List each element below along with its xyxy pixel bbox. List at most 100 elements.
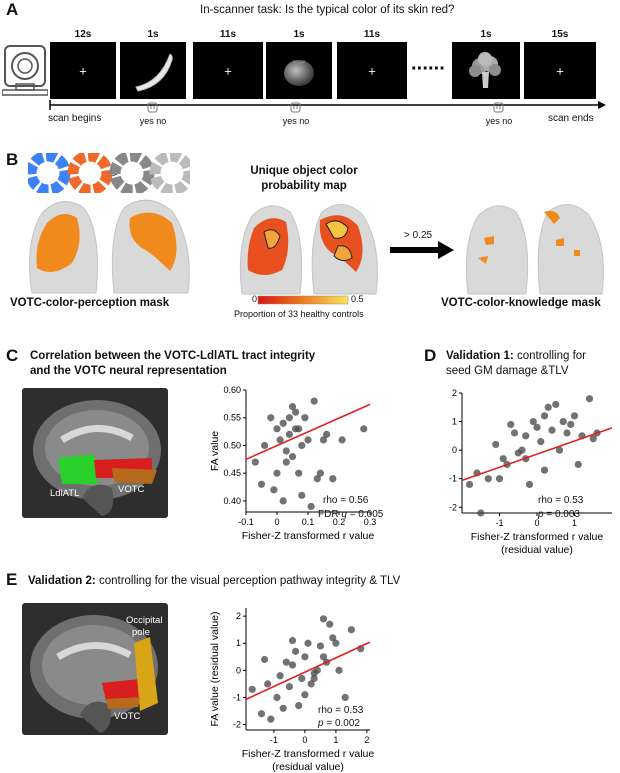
data-point	[307, 680, 315, 688]
fixation-frame-4: +	[524, 42, 596, 99]
panel-e-title-bold: Validation 2:	[28, 575, 96, 587]
data-point	[307, 502, 315, 511]
data-point	[304, 639, 312, 647]
panel-c-title-1: Correlation between the VOTC-LdlATL trac…	[30, 350, 316, 362]
data-point	[270, 486, 278, 494]
data-point	[276, 672, 284, 680]
data-point	[548, 426, 556, 434]
data-point	[522, 432, 530, 440]
duration-2: 1s	[147, 29, 159, 40]
votc-color-perception-brain	[29, 199, 190, 294]
data-point	[288, 403, 297, 411]
data-point	[567, 420, 575, 429]
x-tick-label: -0.1	[238, 517, 254, 527]
fixation-frame-1: +	[50, 42, 116, 99]
data-point	[552, 400, 560, 409]
tract-brain-image-e: Occipital pole VOTC	[22, 603, 168, 735]
y-tick-label: -2	[449, 502, 457, 512]
data-point	[261, 441, 269, 450]
data-point	[264, 680, 272, 688]
data-point	[529, 417, 537, 426]
data-point	[510, 429, 519, 437]
data-point	[559, 417, 567, 426]
data-point	[319, 653, 328, 661]
x-tick-label: 0	[302, 735, 307, 745]
panel-c-letter: C	[6, 346, 19, 365]
y-tick-label: 0.40	[223, 496, 241, 506]
data-point	[288, 661, 297, 669]
data-point	[282, 458, 290, 466]
stat-fdr-c: FDR q = 0.005	[318, 509, 383, 520]
panel-a-title: In-scanner task: Is the typical color of…	[200, 4, 455, 16]
label-votc-e: VOTC	[114, 711, 141, 722]
y-axis-label: FA value	[209, 431, 221, 471]
data-point	[279, 704, 287, 712]
data-point	[261, 655, 269, 664]
colorbar-label: Proportion of 33 healthy controls	[234, 309, 364, 319]
y-tick-label: 2	[236, 611, 241, 621]
data-point	[329, 634, 337, 642]
y-tick-label: 2	[452, 388, 457, 398]
fixation-cross: +	[79, 63, 87, 78]
data-point	[310, 397, 318, 405]
stimulus-frame-broccoli	[452, 42, 520, 99]
probability-map-brain	[239, 204, 378, 295]
regression-line	[245, 403, 371, 461]
data-point	[257, 710, 266, 718]
data-point	[477, 509, 485, 517]
data-point	[484, 475, 492, 483]
y-tick-label: 0	[452, 445, 457, 455]
data-point	[301, 414, 309, 422]
panel-d-title-2: seed GM damage &TLV	[446, 365, 569, 377]
data-point	[288, 636, 297, 645]
regression-line	[461, 427, 613, 482]
data-point	[341, 693, 349, 702]
response-label-1: yes no	[139, 116, 167, 126]
data-point	[279, 419, 287, 427]
data-point	[525, 480, 534, 489]
x-tick-label: 1	[333, 735, 338, 745]
tomato-image	[284, 60, 314, 86]
duration-6: 1s	[480, 29, 492, 40]
x-tick-label: 0	[274, 517, 279, 527]
threshold-label: > 0.25	[404, 230, 433, 241]
x-tick-label: 0.3	[364, 517, 377, 527]
stat-q-letter: q	[341, 509, 347, 520]
data-point	[267, 715, 275, 723]
right-mask-label: VOTC-color-knowledge mask	[441, 297, 601, 309]
data-point	[338, 436, 346, 444]
banana-image	[135, 53, 173, 92]
data-point	[518, 446, 526, 454]
data-point	[285, 414, 293, 422]
panel-d-title-bold: Validation 1:	[446, 350, 514, 362]
data-point	[285, 430, 293, 438]
stat-rho-d: rho = 0.53	[538, 495, 584, 506]
data-point	[301, 653, 309, 661]
panel-c-title-2: and the VOTC neural representation	[30, 365, 227, 377]
data-point	[319, 615, 328, 623]
data-point	[282, 447, 290, 455]
x-tick-label: -1	[495, 518, 503, 528]
y-tick-label: -2	[233, 720, 241, 730]
data-point	[251, 458, 259, 466]
stimulus-frame-tomato	[266, 42, 332, 99]
color-wheels-icon: >	[28, 153, 190, 193]
panel-b-letter: B	[6, 150, 19, 169]
scan-ends-label: scan ends	[548, 113, 594, 124]
stat-p-d: p = 0.003	[538, 509, 580, 520]
data-point	[282, 658, 290, 666]
stimulus-frame-banana	[120, 42, 186, 99]
data-point	[574, 460, 582, 469]
data-point	[332, 639, 340, 647]
stat-p-letter: p	[538, 509, 544, 520]
data-point	[298, 674, 306, 683]
y-axis-label: FA value (residual value)	[436, 396, 437, 511]
data-point	[273, 425, 281, 433]
panel-e-letter: E	[6, 570, 18, 589]
data-point	[585, 395, 594, 403]
data-point	[313, 475, 321, 483]
stat-fdr-text: FDR	[318, 509, 339, 520]
panel-e-title-rest: controlling for the visual perception pa…	[98, 575, 401, 587]
data-point	[292, 647, 300, 655]
left-mask-label: VOTC-color-perception mask	[10, 297, 170, 309]
